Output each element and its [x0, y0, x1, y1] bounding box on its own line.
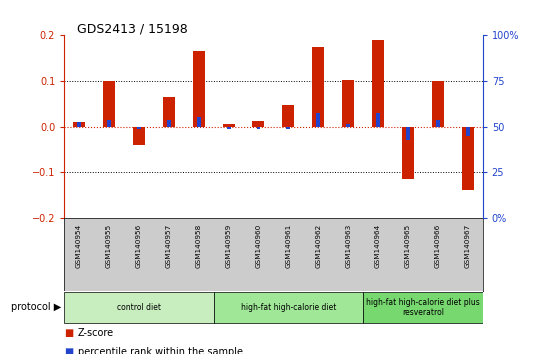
Bar	[466, 126, 470, 136]
Bar	[64, 292, 214, 323]
Text: GSM140962: GSM140962	[315, 223, 321, 268]
Bar	[103, 81, 115, 126]
Text: protocol ▶: protocol ▶	[11, 303, 61, 313]
Text: Z-score: Z-score	[78, 328, 114, 338]
Bar	[436, 120, 440, 126]
Text: control diet: control diet	[117, 303, 161, 312]
Text: ■: ■	[64, 347, 74, 354]
Bar	[163, 97, 175, 126]
Bar	[257, 126, 261, 129]
Bar	[193, 51, 205, 126]
Bar	[197, 118, 201, 126]
Bar	[286, 126, 290, 129]
Text: GSM140967: GSM140967	[465, 223, 471, 268]
Bar	[406, 126, 410, 140]
Text: high-fat high-calorie diet plus
resveratrol: high-fat high-calorie diet plus resverat…	[366, 298, 480, 317]
Text: GSM140963: GSM140963	[345, 223, 351, 268]
Text: GSM140955: GSM140955	[106, 223, 112, 268]
Text: GSM140957: GSM140957	[166, 223, 172, 268]
Text: GDS2413 / 15198: GDS2413 / 15198	[76, 22, 187, 35]
Text: GSM140960: GSM140960	[256, 223, 262, 268]
Bar	[133, 126, 145, 145]
Text: GSM140959: GSM140959	[225, 223, 232, 268]
Bar	[223, 124, 234, 126]
Bar	[432, 81, 444, 126]
Bar	[316, 113, 320, 126]
Text: ■: ■	[64, 328, 74, 338]
Text: GSM140961: GSM140961	[285, 223, 291, 268]
Bar	[312, 47, 324, 126]
Text: high-fat high-calorie diet: high-fat high-calorie diet	[240, 303, 336, 312]
Bar	[462, 126, 474, 190]
Text: GSM140954: GSM140954	[76, 223, 82, 268]
Bar	[402, 126, 414, 179]
Bar	[227, 126, 230, 129]
Bar	[73, 122, 85, 126]
Text: percentile rank within the sample: percentile rank within the sample	[78, 347, 243, 354]
Bar	[342, 80, 354, 126]
Text: GSM140965: GSM140965	[405, 223, 411, 268]
Bar	[346, 124, 350, 126]
Bar	[363, 292, 483, 323]
Bar	[376, 113, 380, 126]
Text: GSM140958: GSM140958	[196, 223, 201, 268]
Bar	[372, 40, 384, 126]
Bar	[77, 122, 81, 126]
Bar	[167, 120, 171, 126]
Bar	[107, 120, 111, 126]
Bar	[214, 292, 363, 323]
Bar	[282, 105, 295, 126]
Bar	[252, 121, 264, 126]
Bar	[137, 126, 141, 129]
Text: GSM140956: GSM140956	[136, 223, 142, 268]
Text: GSM140964: GSM140964	[375, 223, 381, 268]
Text: GSM140966: GSM140966	[435, 223, 441, 268]
